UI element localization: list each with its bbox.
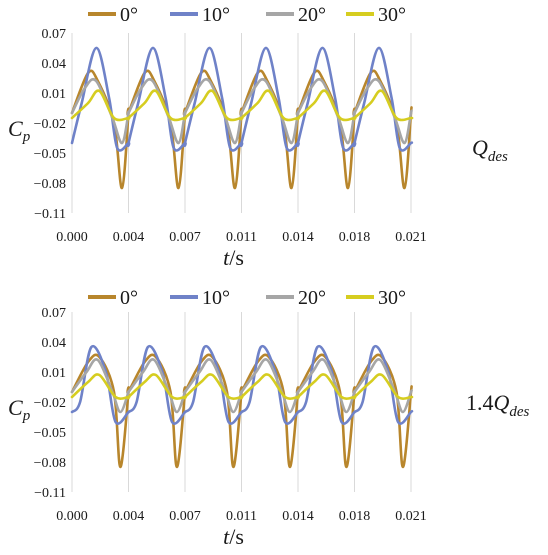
- x-axis-label: t/s: [223, 245, 244, 270]
- legend-label: 20°: [298, 287, 326, 309]
- x-tick-label: 0.011: [226, 509, 257, 524]
- y-tick-label: 0.07: [42, 306, 67, 321]
- x-tick-label: 0.007: [169, 230, 201, 245]
- legend-label: 10°: [202, 4, 230, 26]
- y-tick-label: −0.08: [34, 177, 66, 192]
- x-tick-label: 0.021: [395, 230, 427, 245]
- condition-label: Qdes: [472, 135, 508, 165]
- series-line-3: [70, 373, 414, 400]
- chart-panel-1-4-q-des: 0.000 0.004 0.007 0.011 0.014 0.018 0.021 0.07 0…: [8, 287, 530, 549]
- x-tick-label: 0.011: [226, 230, 257, 245]
- y-tick-label: 0.04: [42, 336, 67, 351]
- x-tick-label: 0.000: [56, 230, 88, 245]
- x-tick-label: 0.021: [395, 509, 427, 524]
- x-tick-label: 0.018: [339, 230, 371, 245]
- x-tick-label: 0.004: [113, 509, 145, 524]
- legend-label: 20°: [298, 4, 326, 26]
- series-line-2: [70, 77, 413, 145]
- legend-label: 0°: [120, 287, 138, 309]
- y-axis-label: Cp: [8, 395, 31, 424]
- x-tick-label: 0.004: [113, 230, 145, 245]
- legend-label: 30°: [378, 4, 406, 26]
- series-line-3: [70, 89, 414, 122]
- legend-label: 0°: [120, 4, 138, 26]
- legend-label: 30°: [378, 287, 406, 309]
- x-tick-label: 0.000: [56, 509, 88, 524]
- x-tick-label: 0.018: [339, 509, 371, 524]
- series-line-1: [70, 46, 414, 152]
- x-tick-label: 0.007: [169, 509, 201, 524]
- chart-panel-q-des: 0.000 0.004 0.007 0.011 0.014 0.018 0.021 0.07 0…: [8, 4, 508, 270]
- y-tick-label: 0.01: [42, 366, 67, 381]
- y-tick-label: 0.07: [42, 27, 67, 42]
- legend-label: 10°: [202, 287, 230, 309]
- y-tick-label: −0.02: [34, 396, 66, 411]
- y-tick-label: −0.02: [34, 117, 66, 132]
- series-line-2: [70, 358, 413, 414]
- x-axis-label: t/s: [223, 524, 244, 549]
- y-tick-label: −0.11: [34, 486, 66, 501]
- condition-label: 1.4Qdes: [466, 390, 530, 420]
- x-tick-label: 0.014: [282, 509, 314, 524]
- y-tick-label: −0.05: [34, 147, 66, 162]
- y-tick-label: −0.05: [34, 426, 66, 441]
- y-tick-label: 0.01: [42, 87, 67, 102]
- x-tick-label: 0.014: [282, 230, 314, 245]
- y-tick-label: −0.08: [34, 456, 66, 471]
- y-tick-label: 0.04: [42, 57, 67, 72]
- series-line-1: [70, 344, 414, 425]
- y-tick-label: −0.11: [34, 207, 66, 222]
- y-axis-label: Cp: [8, 116, 31, 145]
